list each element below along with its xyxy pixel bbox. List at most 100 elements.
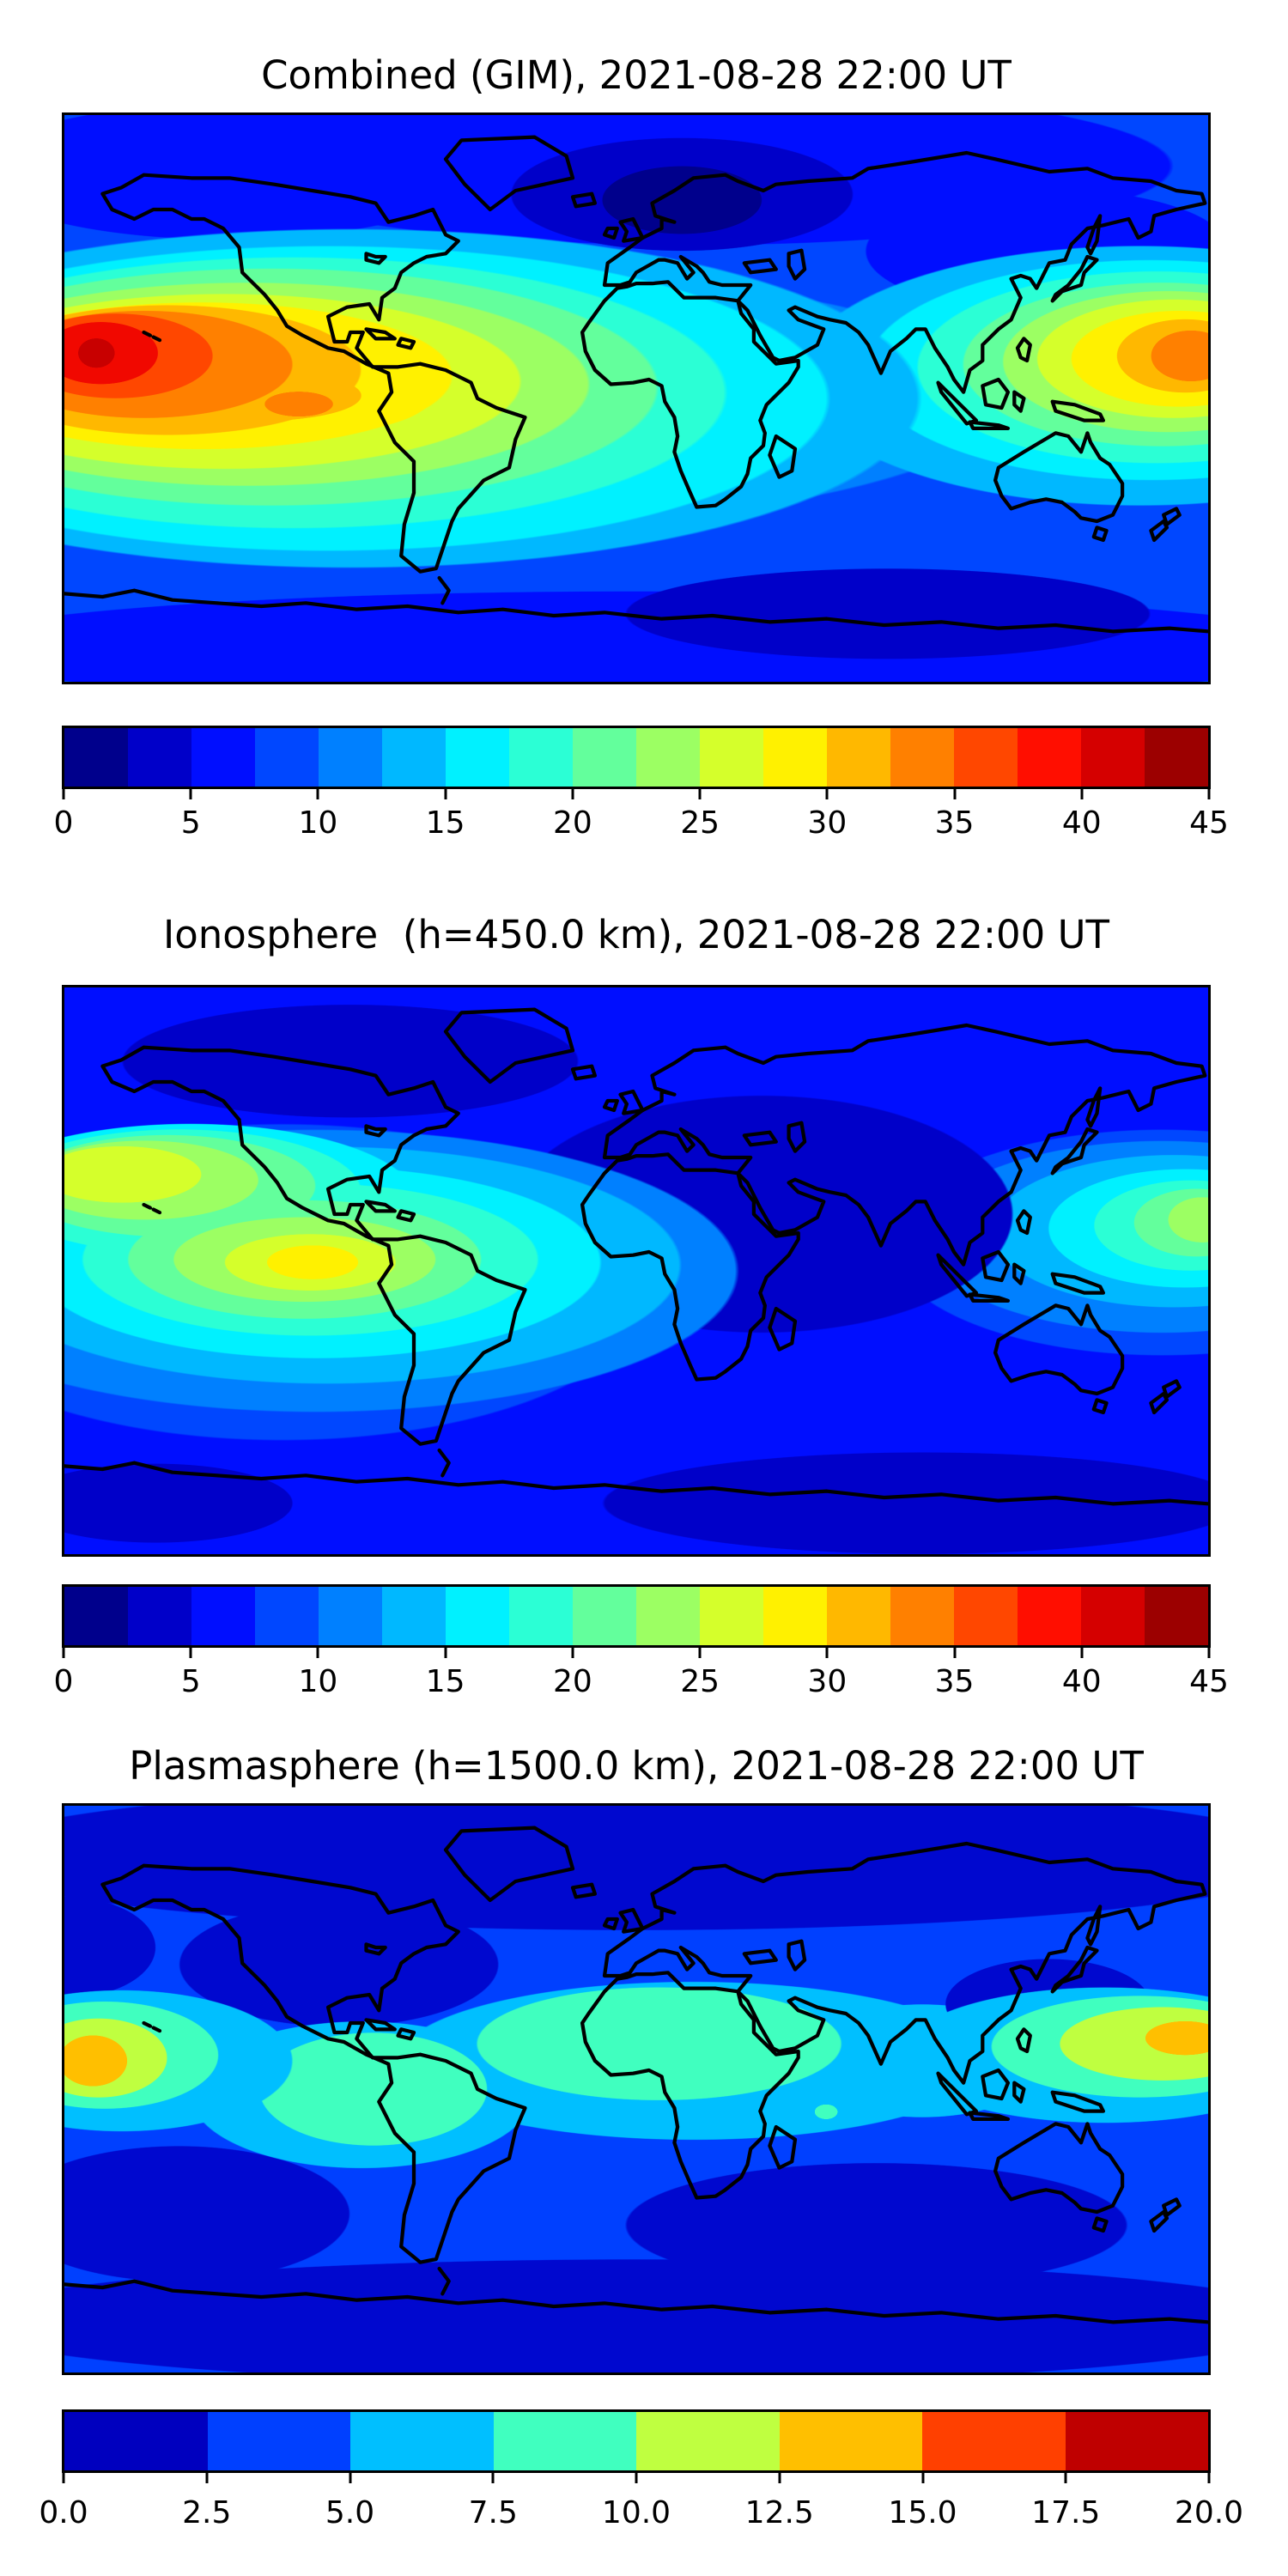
colorbar-tick-label: 40 [1061, 1664, 1102, 1699]
colorbar-tick-mark [491, 2471, 495, 2483]
colorbar [62, 1584, 1211, 1648]
colorbar-segment [890, 728, 954, 787]
colorbar-tick-label: 30 [807, 805, 848, 841]
colorbar-tick-mark [921, 2471, 924, 2483]
colorbar-tick-mark [953, 787, 957, 799]
colorbar-tick-label: 35 [934, 1664, 975, 1699]
colorbar-segment [827, 728, 890, 787]
colorbar-tick-mark [62, 787, 65, 799]
colorbar-tick-label: 35 [934, 805, 975, 841]
coastlines-overlay [64, 115, 1208, 682]
tec-field [64, 115, 1208, 682]
colorbar-tick-label: 25 [680, 805, 720, 841]
colorbar-segment [446, 728, 509, 787]
colorbar-tick-mark [189, 1646, 192, 1658]
colorbar-segment [509, 1587, 573, 1645]
panel-title: Plasmasphere (h=1500.0 km), 2021-08-28 2… [129, 1743, 1144, 1789]
colorbar-tick-label: 7.5 [468, 2495, 518, 2530]
colorbar-tick-label: 5 [180, 1664, 201, 1699]
colorbar-segment [64, 2412, 208, 2470]
colorbar-segment [890, 1587, 954, 1645]
colorbar-segment [1018, 728, 1081, 787]
colorbar-tick-mark [571, 787, 574, 799]
colorbar-tick-mark [62, 2471, 65, 2483]
coastlines-overlay [64, 1806, 1208, 2372]
colorbar-segment [319, 728, 382, 787]
colorbar-tick-label: 30 [807, 1664, 848, 1699]
colorbar-tick-mark [571, 1646, 574, 1658]
colorbar-tick-mark [825, 787, 829, 799]
colorbar-tick-label: 5.0 [325, 2495, 375, 2530]
colorbar-segment [1018, 1587, 1081, 1645]
colorbar-tick-label: 45 [1189, 1664, 1229, 1699]
colorbar-tick-row [62, 787, 1211, 799]
colorbar-segment [382, 1587, 446, 1645]
colorbar-tick-mark [316, 1646, 319, 1658]
colorbar-tick-row [62, 2471, 1211, 2483]
colorbar-label-row: 0 5 10 15 20 25 30 35 40 45 [54, 805, 1229, 847]
colorbar-segment [64, 1587, 128, 1645]
colorbar-tick-label: 0.0 [39, 2495, 88, 2530]
colorbar-tick-mark [444, 787, 447, 799]
world-contour-map-ionosphere [62, 985, 1211, 1557]
colorbar-segment [319, 1587, 382, 1645]
tec-field [64, 1806, 1208, 2372]
colorbar-tick-label: 15.0 [888, 2495, 957, 2530]
colorbar-segment [922, 2412, 1066, 2470]
colorbar-segment [954, 1587, 1018, 1645]
tec-field [64, 987, 1208, 1554]
colorbar-segment [493, 2412, 636, 2470]
colorbar-segment [573, 728, 636, 787]
colorbar-tick-label: 10 [298, 805, 338, 841]
colorbar-segment [446, 1587, 509, 1645]
colorbar-segment [255, 1587, 319, 1645]
colorbar-tick-label: 0 [53, 1664, 74, 1699]
colorbar-tick-label: 2.5 [182, 2495, 232, 2530]
colorbar-segment [128, 1587, 191, 1645]
colorbar-tick-row [62, 1646, 1211, 1658]
colorbar-tick-label: 12.5 [744, 2495, 814, 2530]
colorbar-tick-mark [316, 787, 319, 799]
colorbar-segment [954, 728, 1018, 787]
colorbar-tick-mark [778, 2471, 781, 2483]
colorbar-tick-mark [1207, 2471, 1211, 2483]
world-contour-map-combined [62, 112, 1211, 684]
colorbar-tick-label: 20 [552, 805, 592, 841]
colorbar-tick-mark [349, 2471, 351, 2483]
colorbar-segment [509, 728, 573, 787]
colorbar-segment [382, 728, 446, 787]
colorbar-segment [128, 728, 191, 787]
colorbar-tick-mark [444, 1646, 447, 1658]
colorbar-segment [207, 2412, 350, 2470]
colorbar-tick-label: 25 [680, 1664, 720, 1699]
colorbar-tick-mark [1207, 1646, 1211, 1658]
colorbar-tick-label: 10 [298, 1664, 338, 1699]
panel-title: Combined (GIM), 2021-08-28 22:00 UT [261, 52, 1012, 98]
colorbar-segment [636, 1587, 700, 1645]
colorbar-segment [636, 2412, 780, 2470]
colorbar-tick-label: 40 [1061, 805, 1102, 841]
colorbar-segment [64, 728, 128, 787]
colorbar-segment [1145, 728, 1208, 787]
colorbar-tick-label: 17.5 [1031, 2495, 1101, 2530]
colorbar-tick-label: 45 [1189, 805, 1229, 841]
colorbar-tick-label: 5 [180, 805, 201, 841]
colorbar-segment [191, 1587, 255, 1645]
colorbar-tick-label: 15 [425, 805, 465, 841]
colorbar-segment [573, 1587, 636, 1645]
colorbar-label-row: 0.0 2.5 5.0 7.5 10.0 12.5 15.0 17.5 20.0 [39, 2495, 1243, 2537]
colorbar-tick-label: 20 [552, 1664, 592, 1699]
colorbar-label-row: 0 5 10 15 20 25 30 35 40 45 [54, 1664, 1229, 1705]
colorbar-segment [636, 728, 700, 787]
colorbar-tick-mark [1080, 787, 1084, 799]
coastlines-overlay [64, 987, 1208, 1554]
colorbar-segment [350, 2412, 494, 2470]
colorbar-segment [763, 728, 827, 787]
colorbar-tick-mark [825, 1646, 829, 1658]
colorbar-segment [1145, 1587, 1208, 1645]
colorbar-tick-mark [635, 2471, 638, 2483]
colorbar-tick-label: 0 [53, 805, 74, 841]
colorbar-tick-mark [698, 1646, 702, 1658]
colorbar-tick-mark [698, 787, 702, 799]
